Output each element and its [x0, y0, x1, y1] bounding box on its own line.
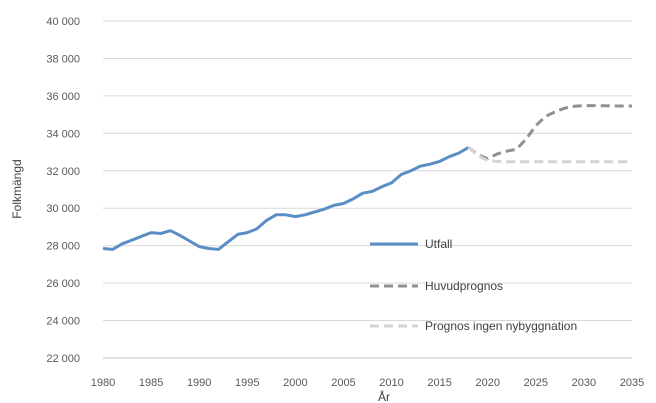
y-tick-label: 32 000 — [46, 166, 80, 178]
x-tick-label: 2035 — [620, 377, 644, 389]
x-tick-label: 2020 — [475, 377, 499, 389]
legend-label-1: Utfall — [425, 237, 452, 251]
x-tick-label: 1985 — [139, 377, 163, 389]
y-tick-label: 26 000 — [46, 278, 80, 290]
legend-label-3: Prognos ingen nybyggnation — [425, 319, 577, 333]
x-tick-label: 2015 — [427, 377, 451, 389]
x-tick-label: 2005 — [331, 377, 355, 389]
gridlines — [103, 20, 632, 359]
y-tick-label: 30 000 — [46, 203, 80, 215]
y-tick-label: 22 000 — [46, 353, 80, 365]
x-tick-label: 1980 — [91, 377, 115, 389]
y-tick-label: 40 000 — [46, 16, 80, 28]
x-tick-label: 2010 — [379, 377, 403, 389]
legend: Utfall Huvudprognos Prognos ingen nybyggna… — [370, 237, 577, 333]
x-tick-label: 1995 — [235, 377, 259, 389]
series-line-1 — [102, 146, 470, 251]
y-axis-title: Folkmängd — [10, 159, 24, 218]
x-tick-label: 2030 — [572, 377, 596, 389]
series-line-2 — [467, 104, 632, 161]
x-tick-label: 1990 — [187, 377, 211, 389]
y-tick-label: 36 000 — [46, 91, 80, 103]
y-tick-label: 34 000 — [46, 128, 80, 140]
legend-label-2: Huvudprognos — [425, 279, 503, 293]
y-tick-label: 24 000 — [46, 316, 80, 328]
x-tick-label: 2000 — [283, 377, 307, 389]
y-axis-tick-labels: 22 000 24 000 26 000 28 000 30 000 32 000 34 0… — [46, 16, 80, 365]
data-series — [102, 104, 632, 251]
y-tick-label: 38 000 — [46, 53, 80, 65]
series-line-3 — [467, 146, 632, 164]
x-tick-label: 2025 — [524, 377, 548, 389]
x-axis-tick-labels: 1980 1985 1990 1995 2000 2005 2010 2015 2020 2025… — [91, 377, 644, 389]
x-axis-title: År — [378, 389, 390, 403]
y-tick-label: 28 000 — [46, 241, 80, 253]
